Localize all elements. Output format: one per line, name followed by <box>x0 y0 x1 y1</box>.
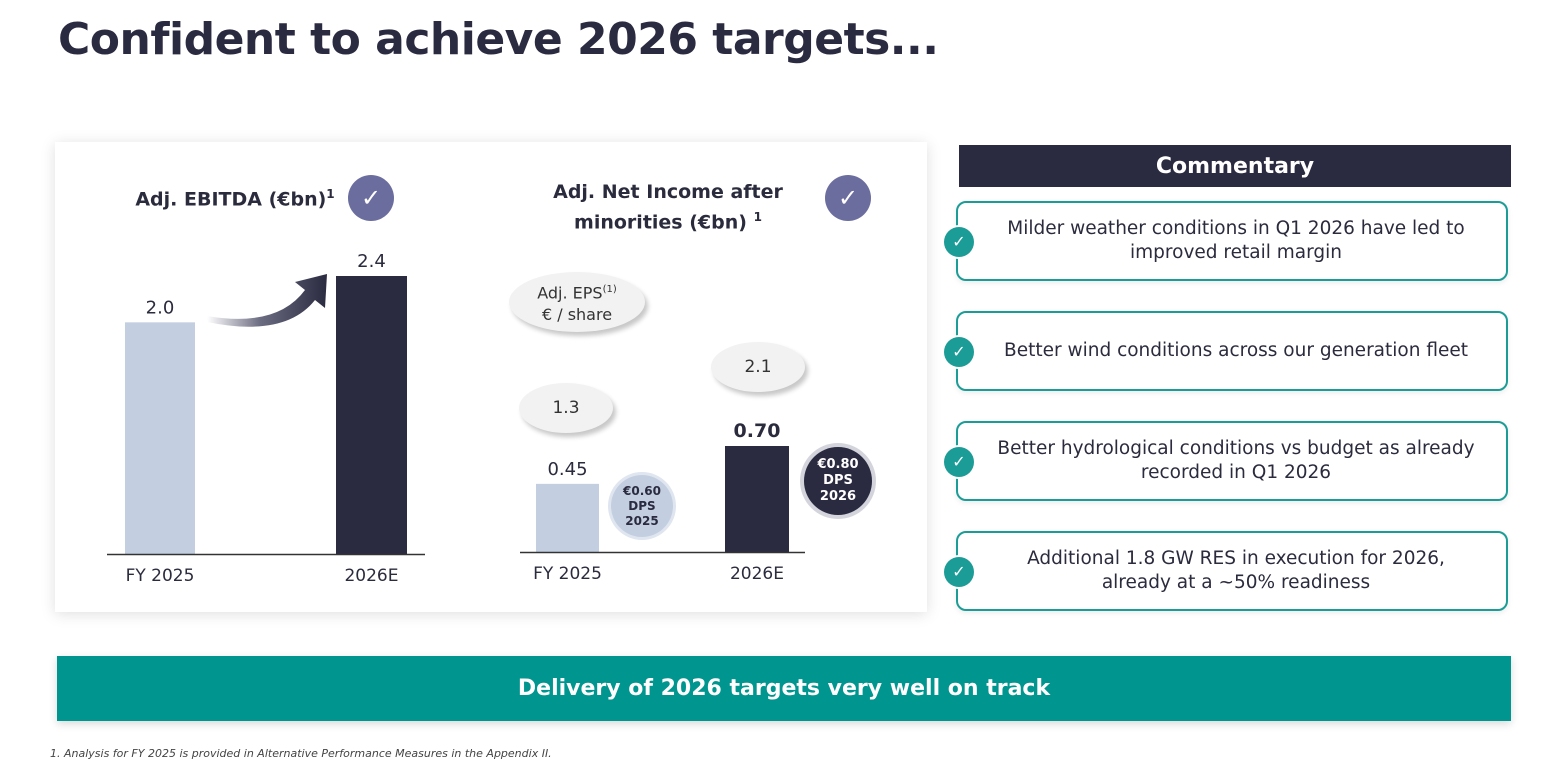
charts-panel: Adj. EBITDA (€bn)1 ✓ Adj. Net Income aft… <box>55 142 927 612</box>
check-circle-icon: ✓ <box>944 337 974 367</box>
delivery-banner: Delivery of 2026 targets very well on tr… <box>57 656 1511 721</box>
eps-label-line1: Adj. EPS(1) <box>537 283 617 303</box>
dps-2025-label: DPS <box>628 498 656 513</box>
dps-circle-2025: €0.60 DPS 2025 <box>611 475 673 537</box>
dps-2026-label: DPS <box>823 473 853 488</box>
growth-arrow-icon <box>207 274 327 327</box>
check-circle-icon: ✓ <box>944 227 974 257</box>
ebitda-category-label: 2026E <box>344 566 398 586</box>
ebitda-value-label: 2.4 <box>357 251 386 272</box>
dps-2026-year: 2026 <box>819 489 857 504</box>
net-income-title-text: Adj. Net Income after minorities (€bn) <box>553 181 783 234</box>
dps-circle-2026: €0.80 DPS 2026 <box>804 447 872 515</box>
eps-value-2026e: 2.1 <box>711 342 805 392</box>
dps-2026-amount: €0.80 <box>817 457 859 472</box>
net-income-title-footnote: 1 <box>753 210 762 224</box>
net-income-value-label: 0.70 <box>734 420 781 442</box>
net-income-category-label: FY 2025 <box>533 564 602 584</box>
bar-charts-svg: 2.0 FY 2025 2.4 2026E 0.45 FY 2025 0.70 2026E <box>107 251 805 586</box>
commentary-text: Milder weather conditions in Q1 2026 hav… <box>1007 218 1465 263</box>
net-income-bar <box>725 446 789 552</box>
commentary-item: ✓ Better hydrological conditions vs budg… <box>944 421 1508 501</box>
check-circle-icon: ✓ <box>944 447 974 477</box>
ebitda-chart-title: Adj. EBITDA (€bn)1 <box>125 182 345 212</box>
ebitda-bar <box>125 322 195 554</box>
ebitda-title-footnote: 1 <box>326 187 335 201</box>
eps-value-fy2025: 1.3 <box>519 383 613 433</box>
commentary-item: ✓ Additional 1.8 GW RES in execution for… <box>944 531 1508 611</box>
commentary-text: Better wind conditions across our genera… <box>1004 340 1468 361</box>
page-title: Confident to achieve 2026 targets... <box>58 14 939 65</box>
commentary-item: ✓ Better wind conditions across our gene… <box>944 311 1508 391</box>
net-income-category-label: 2026E <box>730 564 784 584</box>
dps-2025-year: 2025 <box>625 513 659 528</box>
eps-label-line2: € / share <box>541 304 613 324</box>
check-circle-icon: ✓ <box>944 557 974 587</box>
net-income-bar <box>536 483 599 552</box>
net-income-check-icon: ✓ <box>825 175 871 221</box>
commentary-text: Better hydrological conditions vs budget… <box>997 438 1475 483</box>
commentary-header: Commentary <box>959 145 1511 187</box>
ebitda-title-text: Adj. EBITDA (€bn) <box>135 188 327 211</box>
ebitda-bar <box>336 276 407 554</box>
ebitda-category-label: FY 2025 <box>126 566 195 586</box>
net-income-chart-title: Adj. Net Income after minorities (€bn) 1 <box>533 180 803 235</box>
commentary-text: Additional 1.8 GW RES in execution for 2… <box>1027 548 1445 593</box>
ebitda-check-icon: ✓ <box>348 175 394 221</box>
footnote: 1. Analysis for FY 2025 is provided in A… <box>50 747 552 760</box>
ebitda-value-label: 2.0 <box>146 297 175 318</box>
eps-label-bubble: Adj. EPS(1) € / share <box>509 272 645 332</box>
commentary-item: ✓ Milder weather conditions in Q1 2026 h… <box>944 201 1508 281</box>
net-income-value-label: 0.45 <box>547 459 587 480</box>
dps-2025-amount: €0.60 <box>623 483 661 498</box>
